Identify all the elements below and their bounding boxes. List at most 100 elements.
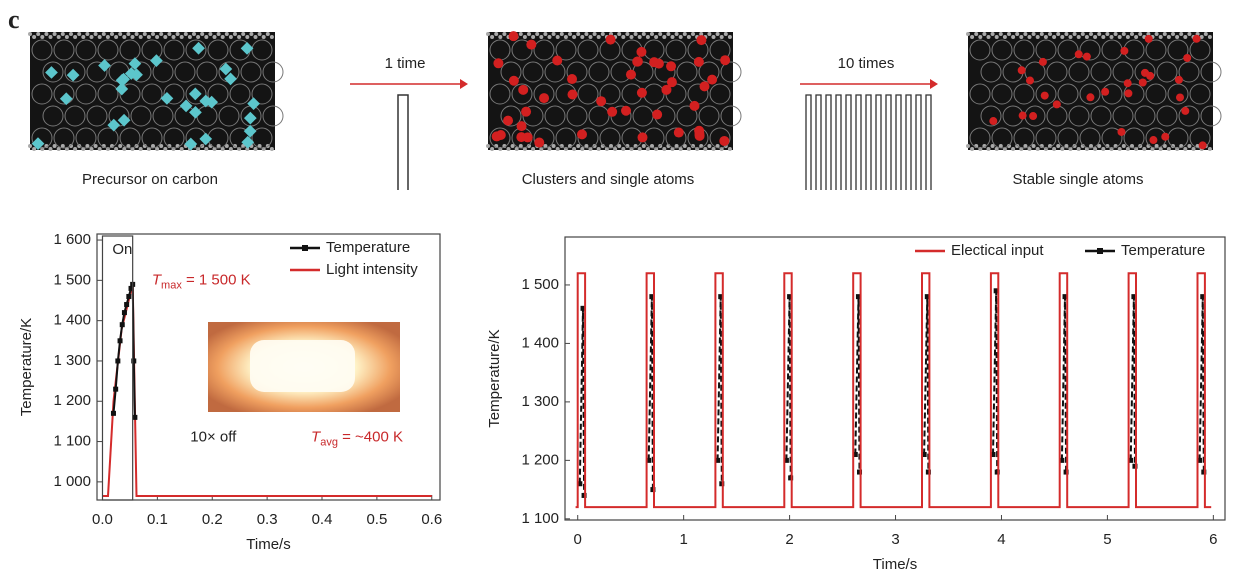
pulse-train <box>806 95 931 190</box>
x-tick-label: 0.2 <box>202 511 223 528</box>
carbon-atom <box>1110 35 1114 39</box>
metal-atom <box>596 96 606 106</box>
carbon-atom <box>646 147 650 151</box>
carbon-atom <box>258 32 262 36</box>
carbon-atom <box>254 35 258 39</box>
carbon-atom <box>1163 32 1167 36</box>
metal-atom <box>493 58 503 68</box>
carbon-atom <box>580 35 584 39</box>
y-tick-label: 1 100 <box>53 433 91 450</box>
carbon-atom <box>147 35 151 39</box>
carbon-atom <box>131 35 135 39</box>
x-tick-label: 0.0 <box>92 511 113 528</box>
carbon-atom <box>237 35 241 39</box>
metal-atom <box>989 117 997 125</box>
annotation-text: On <box>112 241 132 258</box>
panel-label: c <box>8 5 20 34</box>
carbon-atom <box>77 32 81 36</box>
metal-atom <box>1183 54 1191 62</box>
carbon-atom <box>94 144 98 148</box>
x-tick-label: 0.5 <box>366 511 387 528</box>
marker <box>124 302 129 307</box>
carbon-atom <box>28 144 32 148</box>
carbon-atom <box>1077 35 1081 39</box>
carbon-atom <box>1003 35 1007 39</box>
carbon-atom <box>1023 32 1027 36</box>
legend-label: Temperature <box>326 239 410 256</box>
metal-atom <box>607 107 617 117</box>
carbon-atom <box>572 147 576 151</box>
carbon-atom <box>1126 147 1130 151</box>
metal-atom <box>1053 100 1061 108</box>
y-tick-label: 1 200 <box>521 451 559 468</box>
arrow-label: 10 times <box>838 55 895 72</box>
carbon-atom <box>531 35 535 39</box>
carbon-atom <box>552 144 556 148</box>
carbon-atom <box>642 144 646 148</box>
carbon-atom <box>987 35 991 39</box>
metal-atom <box>694 126 704 136</box>
carbon-atom <box>535 32 539 36</box>
y-tick-label: 1 200 <box>53 392 91 409</box>
y-tick-label: 1 600 <box>53 231 91 248</box>
carbon-atom <box>1114 32 1118 36</box>
carbon-atom <box>1183 35 1187 39</box>
carbon-atom <box>1187 144 1191 148</box>
carbon-atom <box>36 32 40 36</box>
annotation-rest: = 1 500 K <box>182 271 251 288</box>
metal-atom <box>1146 72 1154 80</box>
carbon-atom <box>53 32 57 36</box>
metal-atom <box>689 101 699 111</box>
carbon-atom <box>98 35 102 39</box>
metal-atom <box>1175 76 1183 84</box>
carbon-atom <box>1011 35 1015 39</box>
carbon-atom <box>1101 35 1105 39</box>
legend-label: Electical input <box>951 242 1044 259</box>
carbon-atom <box>1171 32 1175 36</box>
carbon-atom <box>65 35 69 39</box>
carbon-atom <box>172 35 176 39</box>
metal-atom <box>1149 136 1157 144</box>
carbon-atom <box>1126 35 1130 39</box>
carbon-atom <box>90 35 94 39</box>
marker <box>111 411 116 416</box>
metal-atom <box>699 81 709 91</box>
carbon-atom <box>576 144 580 148</box>
x-tick-label: 4 <box>997 531 1005 548</box>
carbon-atom <box>1167 147 1171 151</box>
carbon-atom <box>654 35 658 39</box>
metal-atom <box>674 128 684 138</box>
carbon-atom <box>28 32 32 36</box>
carbon-atom <box>1142 147 1146 151</box>
carbon-atom <box>114 35 118 39</box>
carbon-atom <box>1101 147 1105 151</box>
carbon-atom <box>1048 32 1052 36</box>
carbon-atom <box>1019 35 1023 39</box>
carbon-atom <box>1036 147 1040 151</box>
carbon-atom <box>584 32 588 36</box>
carbon-atom <box>143 32 147 36</box>
metal-atom <box>1124 79 1132 87</box>
metal-atom <box>518 85 528 95</box>
carbon-atom <box>687 35 691 39</box>
carbon-atom <box>625 32 629 36</box>
y-axis-label: Temperature/K <box>486 329 503 427</box>
schematic <box>28 31 1221 151</box>
carbon-atom <box>1093 35 1097 39</box>
carbon-atom <box>102 32 106 36</box>
metal-atom <box>496 130 506 140</box>
carbon-atom <box>1155 32 1159 36</box>
carbon-atom <box>589 35 593 39</box>
carbon-atom <box>974 32 978 36</box>
carbon-atom <box>1097 32 1101 36</box>
metal-atom <box>577 129 587 139</box>
carbon-atom <box>601 32 605 36</box>
carbon-atom <box>1175 35 1179 39</box>
x-tick-label: 1 <box>679 531 687 548</box>
carbon-atom <box>1134 35 1138 39</box>
metal-atom <box>1101 88 1109 96</box>
carbon-atom <box>110 32 114 36</box>
pulse <box>398 95 408 190</box>
metal-atom <box>1083 53 1091 61</box>
carbon-atom <box>204 147 208 151</box>
